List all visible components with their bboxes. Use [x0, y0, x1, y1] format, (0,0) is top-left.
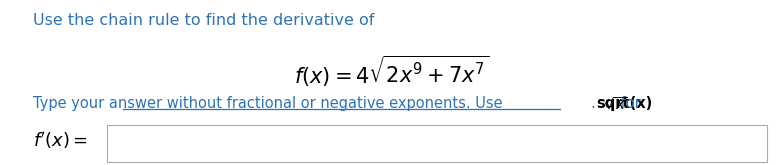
- FancyBboxPatch shape: [107, 125, 767, 162]
- Text: for: for: [615, 96, 645, 111]
- Text: $\sqrt{x}$: $\sqrt{x}$: [604, 95, 628, 112]
- Text: $f(x) = 4\sqrt{2x^9 + 7x^7}$: $f(x) = 4\sqrt{2x^9 + 7x^7}$: [295, 53, 489, 89]
- Text: Type your answer without fractional or negative exponents. Use: Type your answer without fractional or n…: [33, 96, 507, 111]
- Text: Use the chain rule to find the derivative of: Use the chain rule to find the derivativ…: [33, 13, 374, 28]
- Text: .: .: [590, 96, 595, 111]
- Text: $f'(x) =$: $f'(x) =$: [33, 130, 88, 151]
- Text: sqrt(x): sqrt(x): [596, 96, 652, 111]
